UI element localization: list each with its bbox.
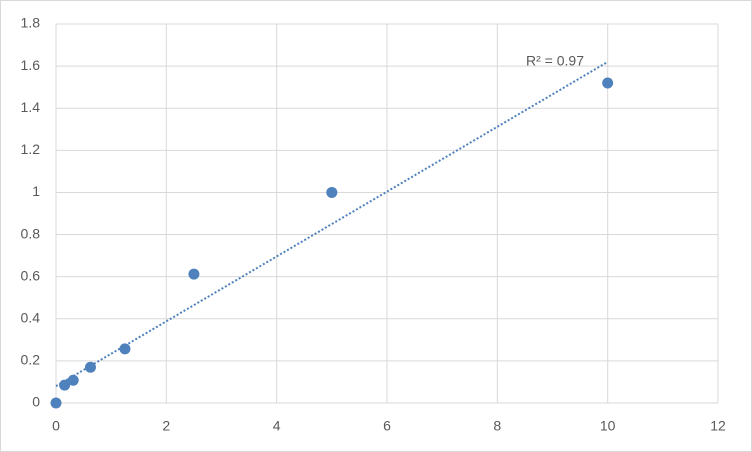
x-tick-label: 0 — [52, 418, 60, 434]
x-tick-label: 2 — [162, 418, 170, 434]
data-point — [59, 379, 71, 391]
y-tick-label: 0.6 — [21, 267, 41, 283]
x-tick-label: 6 — [383, 418, 391, 434]
y-tick-label: 0 — [32, 394, 40, 410]
data-point — [67, 374, 79, 386]
x-tick-label: 4 — [273, 418, 281, 434]
y-tick-label: 0.2 — [21, 352, 41, 368]
x-tick-label: 10 — [600, 418, 616, 434]
r-squared-annotation: R² = 0.97 — [526, 53, 584, 69]
data-point — [326, 186, 338, 198]
y-tick-label: 0.8 — [21, 225, 41, 241]
y-tick-label: 1.4 — [21, 99, 41, 115]
y-tick-label: 1.6 — [21, 57, 41, 73]
x-tick-label: 12 — [710, 418, 726, 434]
data-point — [84, 361, 96, 373]
trendline — [55, 61, 609, 388]
data-point — [602, 77, 614, 89]
data-point — [50, 397, 62, 409]
y-tick-label: 1 — [32, 183, 40, 199]
data-point — [188, 268, 200, 280]
y-tick-label: 1.8 — [21, 15, 41, 31]
data-point — [119, 343, 131, 355]
y-tick-label: 0.4 — [21, 309, 41, 325]
y-tick-label: 1.2 — [21, 141, 41, 157]
x-tick-label: 8 — [493, 418, 501, 434]
